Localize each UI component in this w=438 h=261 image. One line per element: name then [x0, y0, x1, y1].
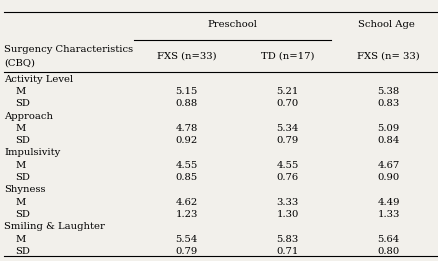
Text: 5.21: 5.21	[276, 87, 298, 96]
Text: Impulsivity: Impulsivity	[4, 149, 60, 157]
Text: 0.84: 0.84	[377, 136, 399, 145]
Text: 0.88: 0.88	[175, 99, 197, 108]
Text: 0.90: 0.90	[377, 173, 399, 182]
Text: 5.09: 5.09	[377, 124, 399, 133]
Text: (CBQ): (CBQ)	[4, 58, 35, 67]
Text: 1.30: 1.30	[276, 210, 298, 219]
Text: 3.33: 3.33	[276, 198, 298, 207]
Text: SD: SD	[15, 247, 30, 256]
Text: 5.64: 5.64	[377, 235, 399, 244]
Text: M: M	[15, 198, 25, 207]
Text: Approach: Approach	[4, 111, 53, 121]
Text: M: M	[15, 235, 25, 244]
Text: 0.85: 0.85	[175, 173, 197, 182]
Text: SD: SD	[15, 136, 30, 145]
Text: 1.23: 1.23	[175, 210, 197, 219]
Text: 5.38: 5.38	[377, 87, 399, 96]
Text: SD: SD	[15, 99, 30, 108]
Text: Shyness: Shyness	[4, 185, 46, 194]
Text: 0.79: 0.79	[276, 136, 298, 145]
Text: 5.15: 5.15	[175, 87, 197, 96]
Text: 4.62: 4.62	[175, 198, 197, 207]
Text: 4.55: 4.55	[175, 161, 197, 170]
Text: School Age: School Age	[357, 20, 414, 29]
Text: 0.76: 0.76	[276, 173, 298, 182]
Text: 5.83: 5.83	[276, 235, 298, 244]
Text: 0.80: 0.80	[377, 247, 399, 256]
Text: 1.33: 1.33	[377, 210, 399, 219]
Text: FXS (n=33): FXS (n=33)	[156, 52, 216, 61]
Text: SD: SD	[15, 210, 30, 219]
Text: 4.49: 4.49	[376, 198, 399, 207]
Text: 4.55: 4.55	[276, 161, 298, 170]
Text: 4.67: 4.67	[377, 161, 399, 170]
Text: FXS (n= 33): FXS (n= 33)	[357, 52, 419, 61]
Text: TD (n=17): TD (n=17)	[260, 52, 314, 61]
Text: 0.92: 0.92	[175, 136, 197, 145]
Text: 0.79: 0.79	[175, 247, 197, 256]
Text: Surgency Characteristics: Surgency Characteristics	[4, 45, 133, 54]
Text: SD: SD	[15, 173, 30, 182]
Text: Preschool: Preschool	[207, 20, 257, 29]
Text: M: M	[15, 124, 25, 133]
Text: 4.78: 4.78	[175, 124, 197, 133]
Text: M: M	[15, 161, 25, 170]
Text: 0.71: 0.71	[276, 247, 298, 256]
Text: 0.70: 0.70	[276, 99, 298, 108]
Text: M: M	[15, 87, 25, 96]
Text: 5.34: 5.34	[276, 124, 298, 133]
Text: 5.54: 5.54	[175, 235, 197, 244]
Text: Activity Level: Activity Level	[4, 75, 73, 84]
Text: 0.83: 0.83	[377, 99, 399, 108]
Text: Smiling & Laughter: Smiling & Laughter	[4, 222, 105, 231]
